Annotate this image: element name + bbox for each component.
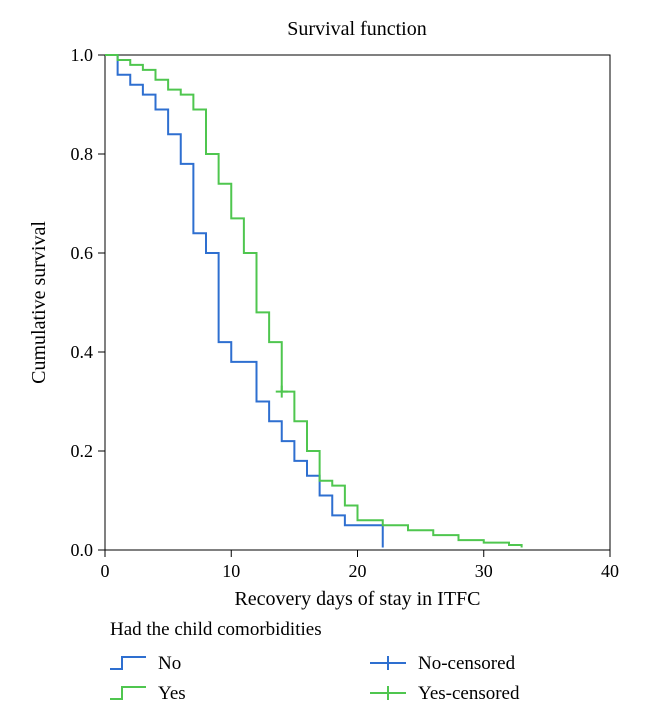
plot-border (105, 55, 610, 550)
survival-chart: Survival function 0 10 20 30 40 0.0 0.2 0.4 0.6… (0, 0, 667, 711)
legend-item: No (110, 653, 181, 674)
legend-item: No-censored (370, 653, 516, 674)
x-tick-label: 10 (222, 561, 240, 581)
legend-item: Yes-censored (370, 683, 520, 704)
y-axis-label: Cumulative survival (28, 221, 50, 384)
x-tick-label: 0 (101, 561, 110, 581)
legend-title: Had the child comorbidities (110, 619, 322, 640)
series-group (105, 55, 522, 548)
y-tick-label: 0.8 (71, 144, 94, 164)
x-ticks: 0 10 20 30 40 (101, 550, 620, 581)
censor-mark (276, 386, 288, 398)
y-tick-label: 0.2 (71, 441, 94, 461)
y-tick-label: 0.0 (71, 540, 94, 560)
legend: Had the child comorbidities No Yes No-cens… (110, 619, 520, 704)
y-tick-label: 1.0 (71, 45, 94, 65)
y-tick-label: 0.4 (71, 342, 94, 362)
x-tick-label: 30 (475, 561, 493, 581)
legend-label: Yes (158, 683, 186, 704)
series-no (105, 55, 383, 548)
legend-label: No-censored (418, 653, 516, 674)
censor-marks (276, 386, 288, 398)
y-tick-label: 0.6 (71, 243, 94, 263)
chart-title: Survival function (287, 18, 426, 40)
x-axis-label: Recovery days of stay in ITFC (234, 588, 480, 610)
legend-label: No (158, 653, 181, 674)
y-ticks: 0.0 0.2 0.4 0.6 0.8 1.0 (71, 45, 106, 560)
legend-label: Yes-censored (418, 683, 520, 704)
x-tick-label: 20 (349, 561, 367, 581)
legend-item: Yes (110, 683, 186, 704)
x-tick-label: 40 (601, 561, 619, 581)
